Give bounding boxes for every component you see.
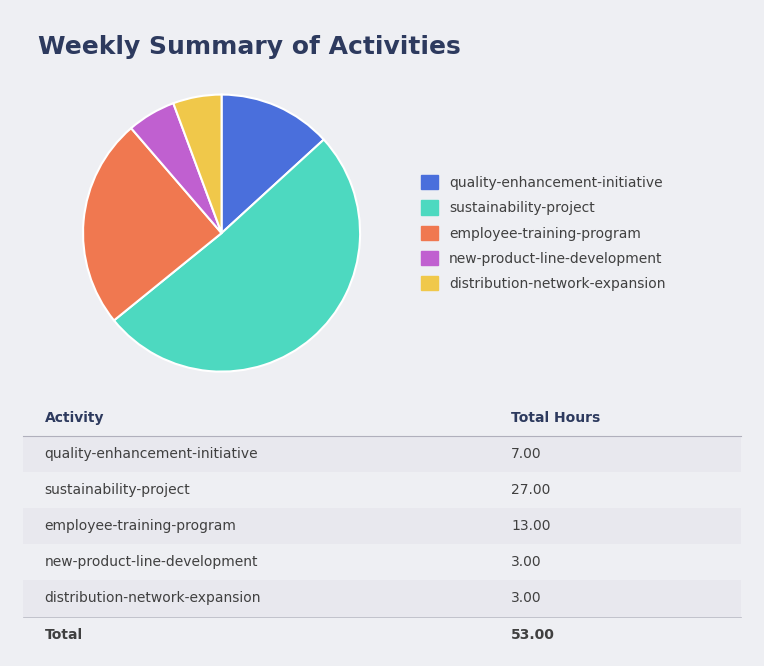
Wedge shape [114,140,360,372]
Text: Weekly Summary of Activities: Weekly Summary of Activities [38,35,461,59]
Text: 7.00: 7.00 [511,447,542,461]
Text: Activity: Activity [44,411,104,425]
Text: Total Hours: Total Hours [511,411,601,425]
Text: 3.00: 3.00 [511,591,542,605]
Wedge shape [173,95,222,233]
Wedge shape [222,95,324,233]
Wedge shape [83,128,222,320]
Bar [23,436,741,472]
Bar [23,580,741,617]
Text: sustainability-project: sustainability-project [44,483,190,497]
Text: employee-training-program: employee-training-program [44,519,236,533]
Wedge shape [131,103,222,233]
Text: new-product-line-development: new-product-line-development [44,555,258,569]
Legend: quality-enhancement-initiative, sustainability-project, employee-training-progra: quality-enhancement-initiative, sustaina… [422,175,665,291]
Text: Total: Total [44,627,83,641]
Text: quality-enhancement-initiative: quality-enhancement-initiative [44,447,258,461]
Text: distribution-network-expansion: distribution-network-expansion [44,591,261,605]
Text: 3.00: 3.00 [511,555,542,569]
Bar [23,508,741,544]
Text: 53.00: 53.00 [511,627,555,641]
Text: 13.00: 13.00 [511,519,551,533]
Text: 27.00: 27.00 [511,483,551,497]
